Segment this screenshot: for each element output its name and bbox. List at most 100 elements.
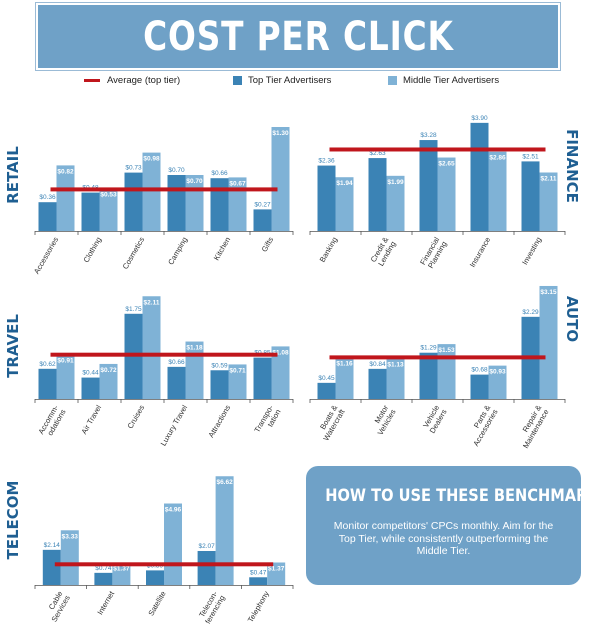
telecom-tick-label-line: Internet xyxy=(95,589,116,617)
auto-panel-title: AUTO xyxy=(563,296,581,342)
finance-bar-top-financial-planning xyxy=(419,140,438,231)
telecom-bar-middle-cable-services xyxy=(60,530,79,585)
travel-tick-label-cruises: Cruises xyxy=(126,403,147,430)
finance-bar-middle-insurance xyxy=(488,151,507,231)
travel-tick-label-line: Air Travel xyxy=(79,403,103,436)
finance-panel-title: FINANCE xyxy=(563,129,581,203)
retail-tick-label-gifts: Gifts xyxy=(260,235,276,253)
finance-tick-label-investing: Investing xyxy=(520,236,543,267)
finance-tick-label-line: Banking xyxy=(318,236,340,264)
travel-tick-label-attractions: Attractions xyxy=(207,403,233,439)
travel-label-top-air-travel: $0.44 xyxy=(82,370,99,377)
legend-average-swatch xyxy=(84,79,100,82)
legend-middle-swatch xyxy=(388,76,397,85)
auto-label-middle-vehicle-dealers: $1.53 xyxy=(438,347,455,354)
page-title: COST PER CLICK xyxy=(142,13,454,60)
retail-label-middle-kitchen: $0.67 xyxy=(229,180,246,187)
finance-tick-label-line: Investing xyxy=(520,236,543,267)
finance-label-top-financial-planning: $3.28 xyxy=(420,132,437,139)
finance-label-middle-investing: $2.11 xyxy=(541,175,557,182)
telecom-label-middle-satellite: $4.96 xyxy=(165,507,182,514)
legend-average-label: Average (top tier) xyxy=(107,75,181,86)
auto-label-top-repair-maintenance: $2.29 xyxy=(522,309,539,316)
info-body: Monitor competitors' CPCs monthly. Aim f… xyxy=(333,520,554,557)
travel-label-middle-attractions: $0.71 xyxy=(229,367,246,374)
telecom-tick-label-line: Satellite xyxy=(146,590,167,618)
auto-label-top-boats-watercraft: $0.45 xyxy=(318,375,335,382)
finance-bar-middle-financial-planning xyxy=(437,157,456,231)
travel-label-middle-accomm-odations: $0.91 xyxy=(57,358,74,365)
retail-average-line xyxy=(50,187,278,192)
retail-tick-label-line: Accessories xyxy=(32,235,60,275)
travel-bar-top-luxury-travel xyxy=(167,366,186,399)
finance-bar-top-investing xyxy=(521,161,540,231)
retail-tick-label-line: Kitchen xyxy=(212,236,232,262)
travel-label-top-cruises: $1.75 xyxy=(125,306,142,313)
travel-label-middle-cruises: $2.11 xyxy=(144,299,160,306)
telecom-label-top-telephony: $0.47 xyxy=(250,569,267,576)
retail-tick-label-cosmetics: Cosmetics xyxy=(121,235,147,270)
travel-bar-top-attractions xyxy=(210,370,229,399)
telecom-bar-top-telephony xyxy=(249,577,268,585)
auto-average-line xyxy=(329,355,546,360)
travel-bar-middle-attractions xyxy=(228,364,247,399)
travel-tick-label-line: Cruises xyxy=(126,403,147,430)
auto-label-top-vehicle-dealers: $1.29 xyxy=(420,345,437,352)
travel-label-middle-luxury-travel: $1.18 xyxy=(186,345,203,352)
telecom-label-middle-telecon-ferencing: $6.62 xyxy=(216,479,233,486)
travel-bar-middle-accomm-odations xyxy=(56,354,75,399)
auto-tick-label-parts-accessories: Parts &Accessories xyxy=(464,403,500,447)
retail-tick-label-kitchen: Kitchen xyxy=(212,236,232,262)
telecom-tick-label-internet: Internet xyxy=(95,589,116,617)
travel-label-top-attractions: $0.59 xyxy=(211,362,228,369)
travel-bar-top-air-travel xyxy=(81,377,100,399)
retail-label-middle-cosmetics: $0.98 xyxy=(143,156,160,163)
retail-bar-top-gifts xyxy=(253,209,272,231)
title-banner: COST PER CLICK xyxy=(36,3,560,70)
auto-label-middle-parts-accessories: $0.93 xyxy=(489,369,506,376)
finance-tick-label-banking: Banking xyxy=(318,236,340,264)
travel-tick-label-line: Luxury Travel xyxy=(159,403,190,447)
telecom-bar-top-internet xyxy=(94,572,113,585)
auto-tick-label-boats-watercraft: Boats &Watercraft xyxy=(314,403,347,443)
retail-bar-middle-cosmetics xyxy=(142,152,161,231)
legend-middle-label: Middle Tier Advertisers xyxy=(403,75,500,86)
auto-bar-top-boats-watercraft xyxy=(317,382,336,399)
auto-label-middle-motor-vehicles: $1.13 xyxy=(387,361,404,368)
retail-label-middle-accessories: $0.82 xyxy=(57,168,74,175)
travel-tick-label-air-travel: Air Travel xyxy=(79,403,103,436)
telecom-bar-top-telecon-ferencing xyxy=(197,550,216,585)
telecom-label-middle-telephony: $1.37 xyxy=(268,565,285,572)
retail-tick-label-line: Cosmetics xyxy=(121,235,147,270)
telecom-average-line xyxy=(54,562,274,567)
telecom-label-middle-cable-services: $3.33 xyxy=(62,533,79,540)
finance-label-top-credit-lending: $2.63 xyxy=(369,150,386,157)
retail-tick-label-line: Camping xyxy=(166,236,189,267)
retail-label-middle-clothing: $0.53 xyxy=(100,192,117,199)
legend-top-label: Top Tier Advertisers xyxy=(248,75,332,86)
auto-tick-label-vehicle-dealers: VehicleDealers xyxy=(420,403,448,435)
auto-bar-middle-motor-vehicles xyxy=(386,358,405,399)
travel-tick-label-transpo-tation: Transpo-tation xyxy=(252,403,282,438)
retail-label-middle-gifts: $1.30 xyxy=(272,130,289,137)
retail-label-top-kitchen: $0.66 xyxy=(211,170,228,177)
telecom-tick-label-line: Telephony xyxy=(246,589,271,624)
retail-bar-top-cosmetics xyxy=(124,172,143,231)
retail-bar-top-clothing xyxy=(81,192,100,231)
finance-label-middle-insurance: $2.86 xyxy=(489,155,506,162)
telecom-bar-middle-telecon-ferencing xyxy=(215,476,234,585)
auto-bar-middle-repair-maintenance xyxy=(539,285,558,399)
telecom-label-top-cable-services: $2.14 xyxy=(44,542,61,549)
retail-bar-top-kitchen xyxy=(210,178,229,231)
telecom-label-top-internet: $0.74 xyxy=(95,565,112,572)
travel-panel-title: TRAVEL xyxy=(4,314,22,378)
auto-bar-middle-parts-accessories xyxy=(488,365,507,399)
finance-bar-top-credit-lending xyxy=(368,158,387,231)
telecom-tick-label-telecon-ferencing: Telecon-ferencing xyxy=(196,589,227,625)
finance-bar-middle-banking xyxy=(335,177,354,231)
legend-item-middle: Middle Tier Advertisers xyxy=(388,75,499,86)
retail-panel-title: RETAIL xyxy=(4,146,22,204)
telecom-tick-label-cable-services: CableServices xyxy=(42,589,72,623)
auto-bar-top-parts-accessories xyxy=(470,374,489,399)
